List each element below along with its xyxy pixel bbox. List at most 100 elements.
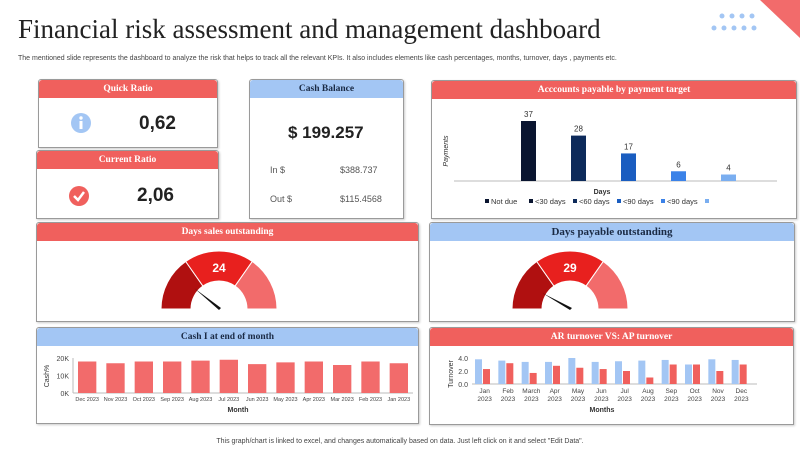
y-tick: 10K xyxy=(57,374,70,381)
bar xyxy=(623,371,630,384)
legend-swatch xyxy=(573,199,577,203)
bar xyxy=(304,361,323,393)
bar xyxy=(638,360,646,384)
bar xyxy=(591,361,599,384)
bar xyxy=(498,360,506,384)
x-tick-year: 2023 xyxy=(687,396,702,403)
current-ratio-card: Current Ratio 2,06 xyxy=(36,150,219,219)
x-tick: Jul xyxy=(621,388,630,395)
decoration xyxy=(711,0,800,38)
bar xyxy=(646,377,654,384)
bar xyxy=(716,371,724,384)
y-axis-label: Cash% xyxy=(44,365,51,388)
x-tick-year: 2023 xyxy=(571,396,586,403)
x-axis-label: Months xyxy=(590,407,615,414)
days-sales-title: Days sales outstanding xyxy=(37,223,418,241)
bar xyxy=(361,361,380,393)
current-ratio-value: 2,06 xyxy=(137,185,174,206)
bar xyxy=(671,171,686,181)
cash-in-label: In $ xyxy=(270,165,286,175)
turnover-card: AR turnover VS: AP turnover 0.0 2.0 4.0 Tur… xyxy=(429,327,794,425)
legend-swatch xyxy=(661,199,665,203)
bar xyxy=(669,364,677,384)
bar xyxy=(661,359,669,384)
bar xyxy=(571,135,586,181)
bar xyxy=(219,359,238,393)
bar xyxy=(506,363,514,384)
turnover-title: AR turnover VS: AP turnover xyxy=(430,328,793,346)
x-tick-year: 2023 xyxy=(734,396,749,403)
y-tick: 20K xyxy=(57,356,70,363)
check-circle-icon xyxy=(69,186,89,206)
current-ratio-label: Current Ratio xyxy=(37,151,218,169)
quick-ratio-value: 0,62 xyxy=(139,113,176,134)
legend-swatch xyxy=(617,199,621,203)
x-tick: March xyxy=(522,388,540,395)
x-axis-label: Month xyxy=(228,407,249,414)
data-label: 6 xyxy=(676,160,681,169)
days-sales-gauge: 24 xyxy=(160,250,278,310)
x-tick-year: 2023 xyxy=(641,396,656,403)
x-tick-year: 2023 xyxy=(477,396,492,403)
bar xyxy=(731,359,739,384)
bar xyxy=(721,174,736,181)
x-tick: Dec 2023 xyxy=(75,397,99,403)
y-tick: 0K xyxy=(60,391,69,398)
info-icon xyxy=(71,113,91,133)
y-axis-label: Payments xyxy=(443,135,450,167)
x-axis-label: Days xyxy=(594,189,611,196)
data-label: 4 xyxy=(726,164,731,173)
x-tick-year: 2023 xyxy=(547,396,562,403)
x-tick: Jul 2023 xyxy=(218,397,239,403)
x-tick: May xyxy=(572,388,585,395)
bar xyxy=(529,372,537,384)
quick-ratio-label: Quick Ratio xyxy=(39,80,217,98)
page-title: Financial risk assessment and management… xyxy=(18,14,601,44)
gauge-segment xyxy=(234,260,278,310)
gauge-needle xyxy=(542,293,572,310)
x-tick: Aug xyxy=(642,388,654,395)
legend-swatch xyxy=(485,199,489,203)
turnover-chart: 0.02.04.0TurnoverJan2023Feb2023March2023… xyxy=(448,356,757,414)
x-tick: Nov xyxy=(712,388,724,395)
x-tick: Jun xyxy=(596,388,607,395)
bar xyxy=(545,361,552,384)
x-tick-year: 2023 xyxy=(664,396,679,403)
bar xyxy=(685,364,692,384)
bar xyxy=(693,364,700,384)
quick-ratio-card: Quick Ratio 0,62 xyxy=(38,79,218,148)
x-tick: Mar 2023 xyxy=(331,397,354,403)
cash-in-value: $388.737 xyxy=(340,165,378,175)
data-label: 37 xyxy=(524,110,533,119)
bar xyxy=(483,369,490,384)
gauge-value: 29 xyxy=(563,261,577,275)
x-tick-year: 2023 xyxy=(524,396,539,403)
y-tick: 0.0 xyxy=(458,382,468,389)
accounts-payable-card: Acccounts payable by payment target Paym… xyxy=(431,80,797,219)
bar xyxy=(521,121,536,181)
legend-item: <60 days xyxy=(579,197,610,206)
data-label: 17 xyxy=(624,142,633,151)
page-subtitle: The mentioned slide represents the dashb… xyxy=(18,55,617,62)
x-tick: Apr 2023 xyxy=(303,397,325,403)
data-label: 28 xyxy=(574,125,583,134)
cash-balance-card: Cash Balance $ 199.257 In $ $388.737 Out… xyxy=(249,79,404,219)
x-tick: Sep 2023 xyxy=(160,397,184,403)
days-sales-card: Days sales outstanding 24 xyxy=(36,222,419,322)
bar xyxy=(333,365,352,393)
legend-swatch xyxy=(529,199,533,203)
x-tick: Feb 2023 xyxy=(359,397,382,403)
accounts-payable-title: Acccounts payable by payment target xyxy=(432,81,796,99)
days-payable-gauge: 29 xyxy=(511,250,629,310)
bar xyxy=(191,360,210,393)
cash-out-label: Out $ xyxy=(270,194,293,204)
cash-month-chart: 0K 10K 20K Cash% Dec 2023 Nov 2023 Oct 2023 Sep… xyxy=(44,356,413,414)
bar xyxy=(568,358,576,384)
cash-month-card: Cash I at end of month 0K 10K 20K Cash% Dec … xyxy=(36,327,419,424)
gauge-needle xyxy=(194,288,221,310)
x-tick: Sep xyxy=(666,388,678,395)
bar xyxy=(163,361,182,393)
gauge-segment xyxy=(585,260,629,310)
bar xyxy=(553,365,560,384)
x-tick: Jan 2023 xyxy=(388,397,411,403)
